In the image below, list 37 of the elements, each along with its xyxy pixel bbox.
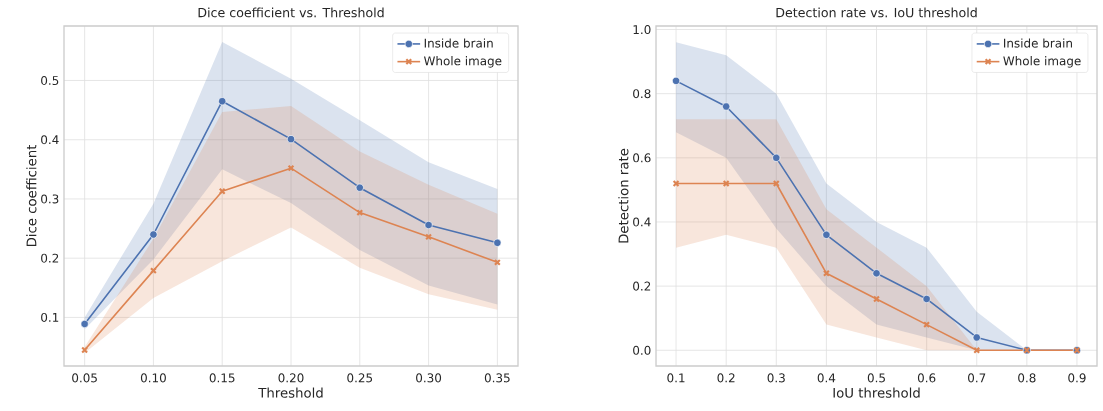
y-axis-title: Dice coefficient [26, 144, 37, 247]
legend-label: Whole image [1003, 56, 1081, 68]
x-tick-label: 0.3 [767, 373, 785, 383]
y-tick-label: 0.4 [633, 217, 651, 227]
x-tick-label: 0.6 [917, 373, 936, 383]
x-tick-label: 0.2 [717, 373, 735, 383]
x-tick-label: 0.10 [140, 373, 166, 383]
x-tick-label: 0.8 [1018, 373, 1036, 383]
chart-title: Dice coefficient vs. Threshold [198, 7, 384, 18]
chart-title: Detection rate vs. IoU threshold [776, 7, 977, 18]
y-tick-label: 0.4 [41, 135, 59, 145]
y-tick-label: 0.2 [633, 281, 651, 291]
y-axis-title: Detection rate [618, 148, 629, 243]
x-tick-label: 0.15 [209, 373, 235, 383]
x-tick-label: 0.05 [72, 373, 97, 383]
legend-label: Inside brain [1004, 38, 1072, 48]
x-axis-title: IoU threshold [833, 387, 920, 398]
y-tick-label: 0.2 [41, 253, 59, 263]
x-axis-title: Threshold [258, 387, 323, 398]
x-tick-label: 0.4 [817, 373, 836, 383]
y-tick-label: 0.8 [633, 89, 651, 99]
y-tick-label: 0.6 [633, 153, 651, 163]
y-tick-label: 0.5 [41, 75, 59, 86]
y-tick-label: 0.0 [633, 345, 651, 355]
x-tick-label: 0.30 [416, 373, 442, 383]
x-tick-label: 0.9 [1068, 373, 1086, 383]
x-tick-label: 0.20 [278, 373, 304, 383]
x-tick-label: 0.25 [347, 373, 373, 383]
legend-label: Whole image [423, 56, 502, 68]
x-tick-label: 0.7 [968, 373, 986, 383]
y-tick-label: 0.1 [41, 312, 59, 322]
y-tick-label: 1.0 [633, 25, 651, 35]
legend-label: Inside brain [424, 38, 493, 48]
x-tick-label: 0.35 [484, 373, 510, 383]
y-tick-label: 0.3 [41, 194, 59, 204]
x-tick-label: 0.5 [867, 373, 885, 383]
x-tick-label: 0.1 [667, 373, 685, 383]
